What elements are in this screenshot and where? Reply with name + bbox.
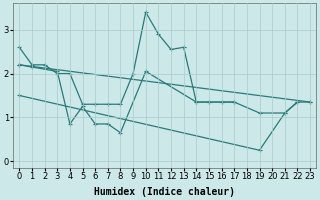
X-axis label: Humidex (Indice chaleur): Humidex (Indice chaleur) xyxy=(94,186,235,197)
